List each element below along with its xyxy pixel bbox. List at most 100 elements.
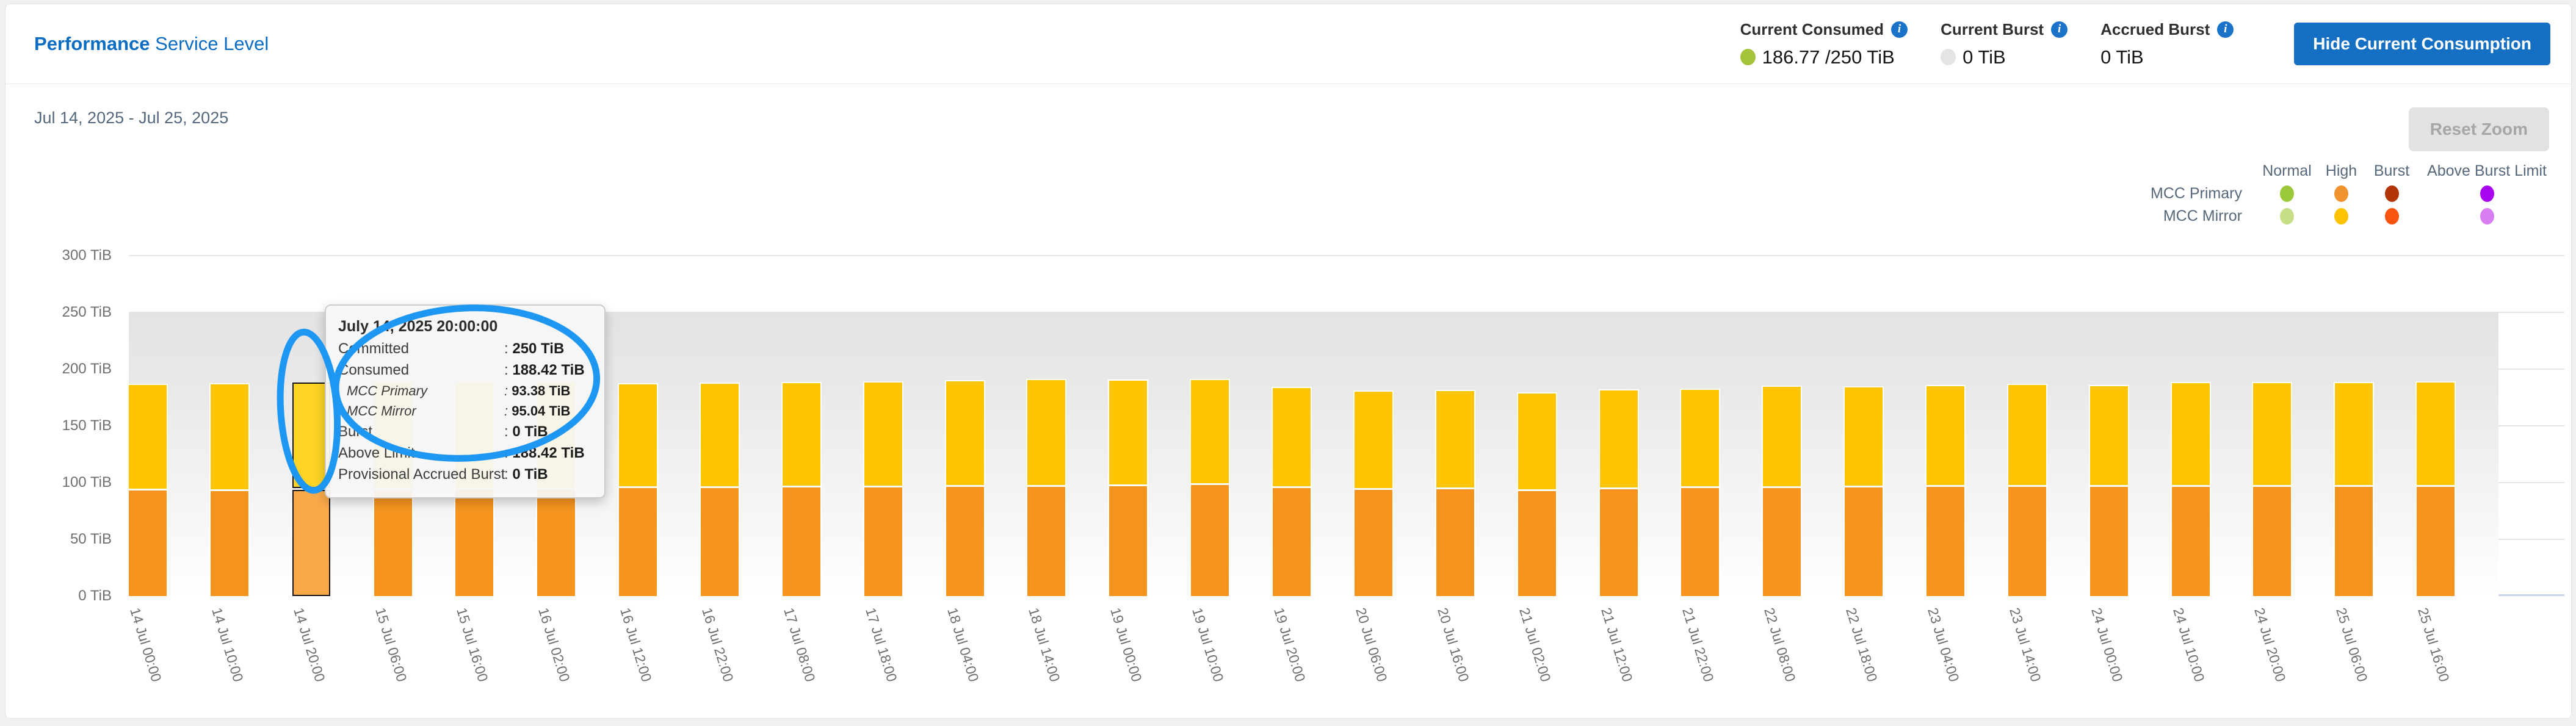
- bar-segment-mcc-primary[interactable]: [864, 487, 902, 596]
- bar-segment-mcc-primary[interactable]: [1518, 491, 1556, 596]
- bar-segment-mcc-primary[interactable]: [2417, 486, 2455, 596]
- bar-24 Jul 10:00[interactable]: [2171, 256, 2210, 596]
- bar-19 Jul 20:00[interactable]: [1273, 256, 1311, 596]
- x-tick-24 Jul 20:00: 24 Jul 20:00: [2251, 606, 2290, 684]
- bar-segment-mcc-mirror[interactable]: [2089, 386, 2128, 486]
- bar-segment-mcc-mirror[interactable]: [210, 384, 248, 490]
- bar-21 Jul 12:00[interactable]: [1599, 256, 1638, 596]
- bar-20 Jul 06:00[interactable]: [1354, 256, 1392, 596]
- bar-22 Jul 08:00[interactable]: [1763, 256, 1801, 596]
- bar-segment-mcc-primary[interactable]: [1436, 489, 1474, 596]
- x-tick-19 Jul 10:00: 19 Jul 10:00: [1189, 606, 1227, 684]
- bar-segment-mcc-mirror[interactable]: [1191, 380, 1229, 484]
- bar-segment-mcc-primary[interactable]: [1845, 487, 1883, 596]
- bar-segment-mcc-mirror[interactable]: [2008, 385, 2046, 485]
- bar-segment-mcc-primary[interactable]: [2089, 487, 2128, 596]
- page-title: Performance Service Level: [34, 33, 269, 55]
- bar-segment-mcc-primary[interactable]: [701, 487, 739, 596]
- bar-segment-mcc-primary[interactable]: [455, 489, 494, 596]
- bar-segment-mcc-primary[interactable]: [1109, 486, 1148, 596]
- bar-25 Jul 06:00[interactable]: [2335, 256, 2373, 596]
- bar-20 Jul 16:00[interactable]: [1436, 256, 1474, 596]
- bar-segment-mcc-primary[interactable]: [1354, 489, 1392, 596]
- bar-16 Jul 22:00[interactable]: [701, 256, 739, 596]
- tooltip-row: Above Limit: 188.42 TiB: [338, 442, 592, 464]
- bar-segment-mcc-mirror[interactable]: [2417, 383, 2455, 485]
- bar-segment-mcc-primary[interactable]: [292, 490, 330, 596]
- x-tick-20 Jul 06:00: 20 Jul 06:00: [1353, 606, 1391, 684]
- bar-segment-mcc-mirror[interactable]: [1845, 387, 1883, 486]
- bar-segment-mcc-primary[interactable]: [1681, 487, 1720, 596]
- bar-segment-mcc-primary[interactable]: [2008, 486, 2046, 596]
- status-dot: [1740, 49, 1756, 65]
- bar-segment-mcc-mirror[interactable]: [1273, 388, 1311, 486]
- bar-18 Jul 14:00[interactable]: [1027, 256, 1066, 596]
- bar-segment-mcc-mirror[interactable]: [619, 384, 657, 486]
- reset-zoom-button[interactable]: Reset Zoom: [2408, 107, 2549, 151]
- bar-25 Jul 16:00[interactable]: [2417, 256, 2455, 596]
- tooltip-row: MCC Primary: 93.38 TiB: [338, 381, 592, 401]
- bar-21 Jul 02:00[interactable]: [1518, 256, 1556, 596]
- bar-24 Jul 00:00[interactable]: [2089, 256, 2128, 596]
- bar-14 Jul 10:00[interactable]: [210, 256, 248, 596]
- bar-segment-mcc-mirror[interactable]: [129, 384, 167, 489]
- bar-segment-mcc-primary[interactable]: [210, 491, 248, 596]
- info-icon[interactable]: i: [2051, 21, 2068, 38]
- bar-17 Jul 08:00[interactable]: [782, 256, 820, 596]
- bar-segment-mcc-primary[interactable]: [1273, 487, 1311, 596]
- bar-21 Jul 22:00[interactable]: [1681, 256, 1720, 596]
- bar-segment-mcc-mirror[interactable]: [701, 384, 739, 486]
- legend-dot: [2384, 208, 2399, 225]
- bar-segment-mcc-primary[interactable]: [1763, 488, 1801, 596]
- bar-segment-mcc-primary[interactable]: [946, 487, 984, 596]
- bar-segment-mcc-mirror[interactable]: [1763, 387, 1801, 487]
- bar-segment-mcc-primary[interactable]: [2253, 486, 2292, 596]
- bar-segment-mcc-primary[interactable]: [129, 491, 167, 596]
- bar-segment-mcc-primary[interactable]: [1191, 485, 1229, 596]
- bar-segment-mcc-primary[interactable]: [1926, 487, 1964, 596]
- bar-segment-mcc-primary[interactable]: [2171, 486, 2210, 596]
- bar-segment-mcc-mirror[interactable]: [1436, 391, 1474, 488]
- bar-segment-mcc-mirror[interactable]: [1109, 381, 1148, 485]
- stat-label: Accrued Burst: [2100, 20, 2210, 38]
- y-tick-0: 0 TiB: [78, 588, 112, 604]
- bar-segment-mcc-primary[interactable]: [619, 487, 657, 596]
- bar-23 Jul 14:00[interactable]: [2008, 256, 2046, 596]
- bar-22 Jul 18:00[interactable]: [1845, 256, 1883, 596]
- bar-segment-mcc-mirror[interactable]: [1027, 379, 1066, 485]
- bar-segment-mcc-mirror[interactable]: [1518, 393, 1556, 489]
- card-header: Performance Service Level Current Consum…: [5, 4, 2571, 84]
- bar-segment-mcc-mirror[interactable]: [864, 382, 902, 486]
- bar-18 Jul 04:00[interactable]: [946, 256, 984, 596]
- info-icon[interactable]: i: [1891, 21, 1908, 38]
- hide-current-consumption-button[interactable]: Hide Current Consumption: [2294, 23, 2550, 65]
- bar-segment-mcc-primary[interactable]: [2335, 486, 2373, 596]
- bar-17 Jul 18:00[interactable]: [864, 256, 902, 596]
- x-tick-17 Jul 18:00: 17 Jul 18:00: [862, 606, 900, 684]
- bar-14 Jul 00:00[interactable]: [129, 256, 167, 596]
- bar-segment-mcc-primary[interactable]: [1599, 489, 1638, 596]
- stat-value: 0 TiB: [2100, 46, 2144, 68]
- bar-segment-mcc-mirror[interactable]: [782, 383, 820, 486]
- bar-segment-mcc-mirror[interactable]: [2171, 383, 2210, 485]
- bar-19 Jul 00:00[interactable]: [1109, 256, 1148, 596]
- bar-24 Jul 20:00[interactable]: [2253, 256, 2292, 596]
- bar-segment-mcc-mirror[interactable]: [1354, 392, 1392, 488]
- bar-segment-mcc-mirror[interactable]: [1681, 390, 1720, 486]
- x-tick-16 Jul 02:00: 16 Jul 02:00: [535, 606, 573, 684]
- bar-23 Jul 04:00[interactable]: [1926, 256, 1964, 596]
- bar-19 Jul 10:00[interactable]: [1191, 256, 1229, 596]
- bar-segment-mcc-primary[interactable]: [1027, 486, 1066, 596]
- bar-segment-mcc-mirror[interactable]: [946, 381, 984, 486]
- bar-segment-mcc-mirror[interactable]: [1599, 390, 1638, 488]
- tooltip-row-label: MCC Primary: [347, 383, 427, 398]
- bar-segment-mcc-primary[interactable]: [537, 489, 576, 596]
- bar-segment-mcc-primary[interactable]: [374, 489, 412, 596]
- bar-16 Jul 12:00[interactable]: [619, 256, 657, 596]
- x-tick-17 Jul 08:00: 17 Jul 08:00: [781, 606, 819, 684]
- bar-segment-mcc-mirror[interactable]: [2335, 383, 2373, 485]
- bar-segment-mcc-primary[interactable]: [782, 487, 820, 596]
- bar-segment-mcc-mirror[interactable]: [2253, 383, 2292, 485]
- bar-segment-mcc-mirror[interactable]: [1926, 386, 1964, 486]
- info-icon[interactable]: i: [2217, 21, 2234, 38]
